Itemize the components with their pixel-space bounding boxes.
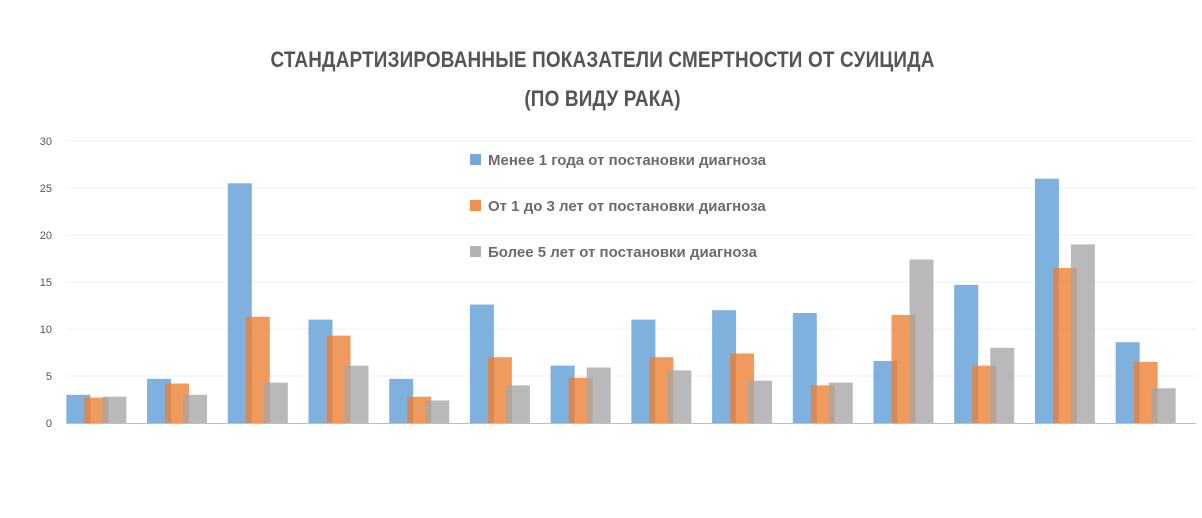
legend-swatch xyxy=(470,246,481,257)
y-axis-ticks: 0 5 10 15 20 25 30 xyxy=(40,136,52,430)
bars xyxy=(66,178,1176,423)
bar xyxy=(909,259,934,423)
y-tick-label: 0 xyxy=(46,418,52,430)
bar xyxy=(828,382,853,423)
bar xyxy=(425,400,450,423)
legend-label: Менее 1 года от постановки диагноза xyxy=(488,152,767,169)
bar xyxy=(667,370,692,423)
bar xyxy=(102,396,127,423)
legend-label: Более 5 лет от постановки диагноза xyxy=(488,244,758,261)
bar xyxy=(586,367,611,423)
chart-title: СТАНДАРТИЗИРОВАННЫЕ ПОКАЗАТЕЛИ СМЕРТНОСТ… xyxy=(270,47,935,72)
y-tick-label: 10 xyxy=(40,324,52,336)
legend-label: От 1 до 3 лет от постановки диагноза xyxy=(488,198,766,215)
y-tick-label: 30 xyxy=(40,136,52,148)
legend-swatch xyxy=(470,154,481,165)
bar xyxy=(990,347,1015,423)
y-tick-label: 5 xyxy=(46,371,52,383)
bar xyxy=(1070,244,1095,423)
bar xyxy=(344,365,369,423)
y-tick-label: 20 xyxy=(40,230,52,242)
bar xyxy=(263,382,288,423)
bar xyxy=(183,394,208,423)
bar xyxy=(748,380,773,423)
y-tick-label: 15 xyxy=(40,277,52,289)
legend-swatch xyxy=(470,200,481,211)
bar xyxy=(505,385,530,423)
y-tick-label: 25 xyxy=(40,183,52,195)
bar xyxy=(1151,388,1176,423)
chart-subtitle: (ПО ВИДУ РАКА) xyxy=(524,86,681,111)
legend: Менее 1 года от постановки диагноза От 1 … xyxy=(470,152,767,261)
